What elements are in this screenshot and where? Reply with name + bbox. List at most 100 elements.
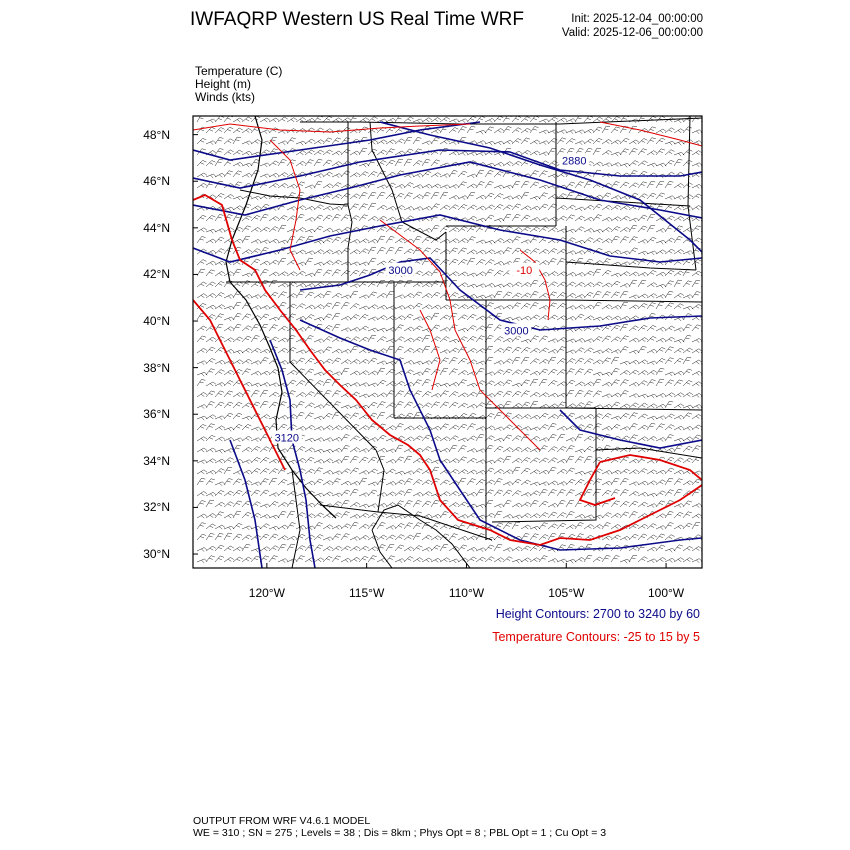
wind-barb: [358, 470, 370, 475]
wind-barb: [439, 491, 451, 497]
wind-barb: [628, 491, 640, 497]
wind-barb: [295, 412, 305, 420]
wind-barb: [403, 556, 414, 563]
wind-barb: [619, 261, 631, 266]
wind-barb: [619, 181, 630, 189]
wind-barb: [637, 346, 647, 354]
wind-barb: [313, 478, 324, 486]
wind-barb: [313, 380, 324, 387]
wind-barb: [421, 304, 433, 310]
wind-barb: [601, 204, 612, 211]
wind-barb: [394, 150, 406, 156]
wind-barb: [295, 401, 305, 409]
wind-barb: [412, 360, 424, 366]
wind-barb: [574, 257, 584, 266]
axis-ticks: [193, 134, 667, 568]
wind-barb: [385, 226, 396, 233]
wind-barb: [601, 227, 613, 233]
wind-barb: [241, 335, 252, 343]
wind-barb: [439, 414, 451, 420]
wind-barb: [457, 544, 468, 552]
wind-barb: [268, 501, 279, 508]
wind-barb: [394, 346, 404, 354]
wind-barb: [232, 556, 243, 563]
variable-temperature: Temperature (C): [195, 64, 283, 78]
wind-barb: [223, 557, 235, 563]
wind-barb: [340, 137, 350, 145]
wind-barb: [628, 381, 640, 387]
lat-label: 40°N: [143, 314, 170, 329]
wind-barb: [583, 216, 595, 222]
wind-barb: [340, 214, 350, 222]
wind-barb: [232, 149, 243, 156]
wind-barb: [538, 379, 548, 387]
wind-barb: [430, 183, 442, 189]
wind-barb: [214, 533, 224, 541]
wind-barb: [430, 357, 440, 365]
wind-barb: [421, 402, 432, 409]
gulf-coast: [371, 504, 471, 568]
wind-barb: [421, 500, 432, 508]
wind-barb: [277, 479, 288, 486]
wind-barb: [421, 368, 431, 376]
wind-barb: [304, 468, 315, 475]
wind-barb: [502, 489, 513, 497]
wind-barb: [277, 337, 289, 343]
wind-barb: [592, 413, 603, 420]
wind-barb: [619, 535, 631, 541]
wind-barb: [484, 302, 494, 310]
wind-barb: [484, 489, 494, 497]
wind-barb: [637, 325, 648, 332]
lon-label: 100°W: [647, 586, 685, 600]
wind-barb: [619, 335, 629, 343]
wind-barb: [646, 293, 658, 299]
wind-barb: [493, 543, 503, 552]
wind-barb: [646, 403, 658, 409]
wind-barb: [448, 184, 460, 189]
wind-barb: [448, 490, 460, 497]
wind-barb: [385, 502, 397, 508]
coastline: [225, 116, 337, 519]
wind-barb: [241, 381, 253, 387]
wind-barb: [529, 500, 539, 508]
wind-barb: [601, 357, 611, 365]
wind-barb: [385, 216, 397, 222]
wind-barb: [196, 236, 206, 244]
wind-barb: [682, 227, 694, 233]
wind-barb: [430, 248, 441, 255]
wind-barb: [412, 545, 423, 552]
lon-label: 105°W: [548, 586, 585, 600]
wind-barb: [223, 401, 234, 409]
wind-barb: [223, 305, 235, 311]
wind-barb: [547, 338, 559, 343]
wind-barb: [511, 316, 523, 322]
wind-barb: [196, 293, 208, 299]
wind-barb: [673, 457, 684, 464]
wind-barb: [457, 247, 467, 255]
wind-barb: [619, 323, 629, 332]
wind-barb: [430, 425, 442, 431]
wind-barb: [646, 336, 657, 343]
wind-barb: [385, 381, 397, 387]
wind-barb: [394, 324, 404, 332]
wind-barb: [304, 228, 316, 234]
border-ks-ok: [565, 407, 702, 411]
wind-barb: [547, 356, 557, 365]
wind-barb: [349, 404, 361, 410]
state-borders: [225, 116, 702, 568]
wind-barb: [628, 412, 638, 420]
wind-barb: [646, 348, 658, 354]
wind-barb: [313, 139, 325, 145]
wind-barb: [592, 456, 603, 464]
lon-label: 120°W: [248, 586, 285, 600]
wind-barb: [412, 371, 424, 377]
wind-barb: [250, 139, 262, 145]
wind-barb: [250, 227, 262, 233]
wind-barb: [610, 226, 621, 233]
wind-barb: [646, 492, 658, 498]
wind-barb: [214, 511, 224, 519]
lat-label: 44°N: [143, 220, 170, 235]
wind-barb: [358, 555, 369, 563]
wind-barb: [430, 137, 440, 145]
wind-barb: [565, 204, 576, 211]
